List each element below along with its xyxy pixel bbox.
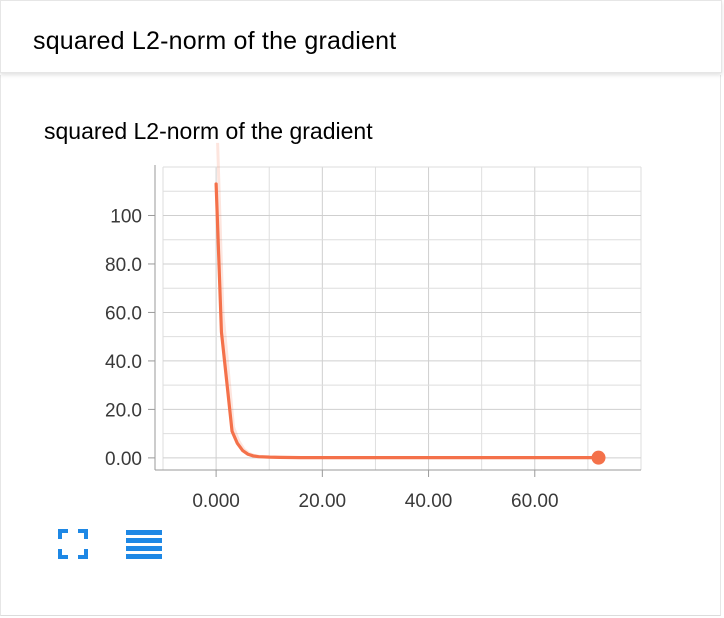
tick-labels: 0.00 20.0 40.0 60.0 80.0 100 0.000 20.00 40.00 60…: [105, 206, 559, 512]
chart-title: squared L2-norm of the gradient: [44, 118, 373, 144]
x-tick-label: 40.00: [405, 491, 453, 512]
y-tick-label: 0.00: [105, 449, 142, 470]
fullscreen-icon: [58, 529, 88, 559]
y-tick-label: 60.0: [105, 303, 142, 324]
y-tick-label: 20.0: [105, 400, 142, 421]
menu-icon: [126, 529, 162, 559]
x-tick-label: 20.00: [299, 491, 347, 512]
y-tick-label: 80.0: [105, 255, 142, 276]
x-tick-label: 0.000: [192, 491, 240, 512]
fullscreen-button[interactable]: [55, 526, 91, 562]
run-group-header[interactable]: squared L2-norm of the gradient: [0, 0, 722, 73]
header-title: squared L2-norm of the gradient: [33, 27, 397, 55]
chart-axes: [148, 165, 641, 477]
y-tick-label: 100: [110, 206, 142, 227]
menu-button[interactable]: [126, 526, 162, 562]
chart-card: [0, 75, 721, 616]
series-layer: [214, 142, 606, 465]
series-line: [214, 182, 601, 460]
last-point-marker: [591, 450, 606, 465]
series-raw-line: [216, 142, 601, 460]
x-tick-label: 60.00: [511, 491, 559, 512]
y-tick-label: 40.0: [105, 352, 142, 373]
